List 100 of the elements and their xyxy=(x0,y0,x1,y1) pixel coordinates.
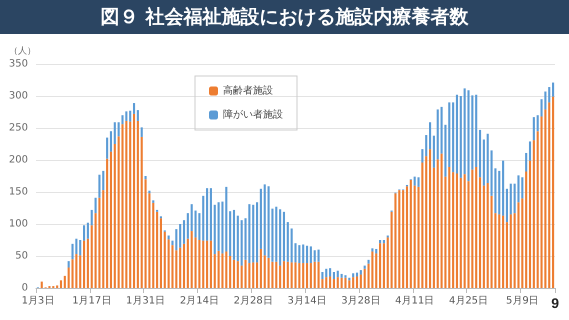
bar xyxy=(225,252,228,288)
bar xyxy=(486,183,489,288)
bar xyxy=(190,231,193,288)
bar xyxy=(502,160,504,216)
bar xyxy=(236,261,239,288)
bar xyxy=(525,172,528,288)
bar xyxy=(202,240,204,288)
bar xyxy=(456,94,458,174)
bar xyxy=(256,262,258,288)
bar xyxy=(329,276,332,288)
x-tick-label: 1月17日 xyxy=(72,296,112,306)
bar xyxy=(129,122,132,288)
bar xyxy=(206,188,208,241)
bar xyxy=(356,276,358,288)
bar xyxy=(467,181,470,288)
bar xyxy=(398,190,400,288)
bar xyxy=(140,127,143,137)
bar xyxy=(475,94,478,168)
bar xyxy=(121,115,124,124)
bar xyxy=(264,184,266,256)
bar xyxy=(517,175,520,202)
bar xyxy=(40,282,43,288)
bar xyxy=(402,190,404,288)
bar xyxy=(390,212,393,288)
bar xyxy=(282,261,286,288)
x-tick-label: 5月9日 xyxy=(506,296,539,306)
bar xyxy=(417,186,420,288)
bar xyxy=(406,186,408,288)
legend-label: 障がい者施設 xyxy=(223,108,283,120)
bar xyxy=(448,167,450,288)
y-tick-label: 200 xyxy=(8,154,28,166)
bar xyxy=(464,88,466,174)
bar xyxy=(532,117,535,140)
bar xyxy=(344,278,347,288)
bar xyxy=(286,222,289,262)
bar xyxy=(514,184,516,214)
bar xyxy=(271,262,274,288)
bar xyxy=(218,202,220,251)
x-tick-label: 1月31日 xyxy=(126,296,166,306)
bar xyxy=(179,224,182,248)
bar xyxy=(336,277,339,288)
bar xyxy=(75,238,78,254)
bar xyxy=(279,266,282,288)
bar xyxy=(244,260,247,288)
bar xyxy=(136,110,139,121)
bar xyxy=(83,240,86,288)
bar xyxy=(244,218,247,260)
bar xyxy=(306,246,308,264)
bar xyxy=(179,248,182,288)
text: 9 xyxy=(551,295,560,311)
bar xyxy=(528,141,532,161)
bar xyxy=(60,280,62,288)
chart-title: 図９ 社会福祉施設における施設内療養者数 xyxy=(0,0,569,34)
bar xyxy=(329,268,332,276)
x-tick-label: 2月28日 xyxy=(234,296,273,306)
bar xyxy=(517,202,520,288)
bar xyxy=(302,244,304,264)
bar xyxy=(232,210,236,260)
bar xyxy=(110,152,112,288)
y-tick-label: 0 xyxy=(22,282,28,294)
bar xyxy=(171,240,174,246)
bar xyxy=(482,186,485,288)
bar xyxy=(171,245,174,288)
bar xyxy=(118,136,120,288)
bar xyxy=(429,149,432,288)
bar xyxy=(298,263,300,288)
bar xyxy=(252,204,254,262)
bar xyxy=(182,244,186,288)
bar xyxy=(340,274,343,278)
bar xyxy=(286,262,289,288)
legend-label: 高齢者施設 xyxy=(223,84,273,96)
bar xyxy=(279,209,282,266)
bar xyxy=(248,204,250,264)
bar xyxy=(56,285,58,288)
bar xyxy=(414,176,416,186)
y-tick-label: 150 xyxy=(8,186,28,198)
bar xyxy=(148,190,150,194)
bar xyxy=(160,218,162,288)
bar xyxy=(332,279,335,288)
bar xyxy=(348,278,350,280)
bar xyxy=(356,272,358,276)
bar xyxy=(125,111,128,121)
bar xyxy=(475,167,478,288)
bar xyxy=(314,262,316,288)
bar xyxy=(132,103,136,114)
bar xyxy=(417,177,420,187)
bar xyxy=(471,95,474,170)
bar xyxy=(198,240,200,288)
y-tick-label: 250 xyxy=(8,122,28,134)
x-tick-label: 4月25日 xyxy=(448,296,488,306)
bar xyxy=(282,212,286,262)
bar xyxy=(268,186,270,258)
bar xyxy=(325,268,328,278)
bar xyxy=(129,110,132,122)
bar xyxy=(136,120,139,288)
bar xyxy=(106,138,108,159)
bar xyxy=(306,263,308,288)
bar xyxy=(525,152,528,172)
bar xyxy=(478,130,482,178)
x-tick-label: 4月11日 xyxy=(395,296,434,306)
